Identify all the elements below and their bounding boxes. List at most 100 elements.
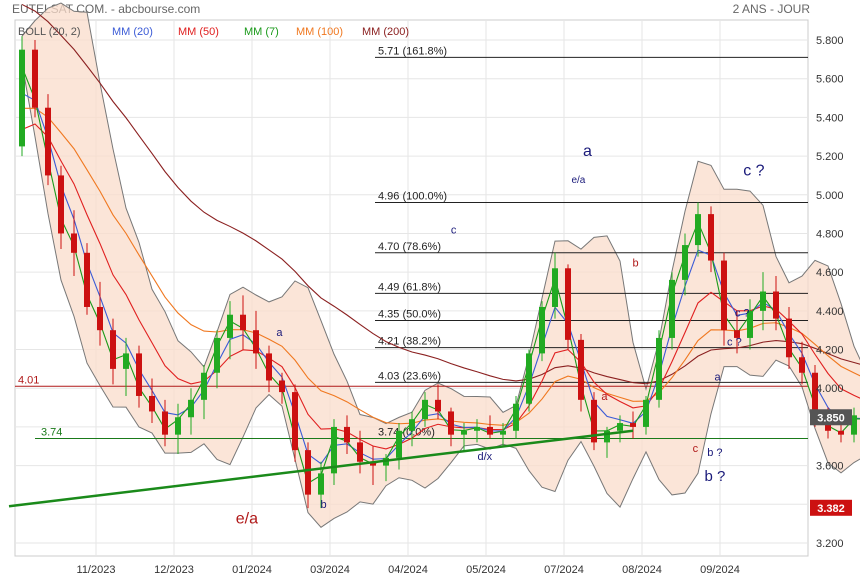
x-tick-label: 09/2024 bbox=[700, 564, 740, 576]
candle-body bbox=[708, 214, 714, 261]
candle-body bbox=[188, 399, 194, 418]
candle-body bbox=[136, 353, 142, 396]
candle-body bbox=[643, 399, 649, 427]
candle-body bbox=[604, 430, 610, 443]
candle-body bbox=[84, 252, 90, 307]
candle-body bbox=[630, 423, 636, 427]
wave-label: e/a bbox=[571, 175, 585, 186]
price-line-label: 4.01 bbox=[18, 374, 39, 386]
bollinger-band bbox=[21, 2, 860, 528]
candle-body bbox=[760, 291, 766, 311]
bollinger-fill bbox=[22, 3, 860, 528]
candle-body bbox=[344, 426, 350, 443]
y-tick-label: 4.600 bbox=[816, 267, 844, 279]
fib-level-label: 4.03 (23.6%) bbox=[378, 370, 441, 382]
candle-body bbox=[45, 107, 51, 176]
fib-level-label: 4.96 (100.0%) bbox=[378, 191, 447, 203]
candle-body bbox=[175, 417, 181, 435]
candle-body bbox=[539, 306, 545, 354]
candle-body bbox=[682, 245, 688, 280]
fib-level-label: 4.21 (38.2%) bbox=[378, 336, 441, 348]
candle-body bbox=[396, 430, 402, 458]
wave-annotations: e/a a b c d/x a e/a b a c b ? b ? a c ? c ? c ? bbox=[236, 143, 765, 528]
current-price-value: 3.850 bbox=[817, 412, 845, 424]
candle-body bbox=[669, 279, 675, 338]
candle-body bbox=[500, 430, 506, 435]
candle-body bbox=[773, 291, 779, 319]
candle-body bbox=[279, 380, 285, 393]
wave-label: c ? bbox=[735, 308, 750, 320]
candle-body bbox=[461, 430, 467, 435]
candle-body bbox=[734, 330, 740, 338]
candle-body bbox=[201, 372, 207, 400]
y-tick-label: 4.800 bbox=[816, 228, 844, 240]
trendline bbox=[8, 429, 634, 508]
price-line-label: 3.74 bbox=[41, 427, 62, 439]
candle-body bbox=[578, 339, 584, 400]
axes: 5.800 5.600 5.400 5.200 5.000 4.800 4.600 4.400… bbox=[77, 35, 852, 576]
y-tick-label: 3.600 bbox=[816, 461, 844, 473]
wave-label: d/x bbox=[477, 451, 492, 463]
y-tick-label: 4.400 bbox=[816, 306, 844, 318]
y-tick-label: 4.200 bbox=[816, 345, 844, 357]
y-tick-label: 5.000 bbox=[816, 190, 844, 202]
candle-body bbox=[123, 353, 129, 369]
candle-body bbox=[448, 411, 454, 435]
legend: BOLL (20, 2) MM (20) MM (50) MM (7) MM (100)… bbox=[18, 26, 409, 38]
wave-label: b ? bbox=[704, 468, 725, 485]
candle-body bbox=[591, 399, 597, 443]
candle-body bbox=[838, 430, 844, 435]
candle-body bbox=[266, 353, 272, 381]
x-tick-label: 05/2024 bbox=[466, 564, 506, 576]
x-tick-label: 08/2024 bbox=[622, 564, 662, 576]
legend-item: BOLL (20, 2) bbox=[18, 26, 81, 38]
x-tick-label: 11/2023 bbox=[77, 564, 116, 576]
y-tick-label: 5.800 bbox=[816, 35, 844, 47]
candle-body bbox=[786, 318, 792, 358]
current-price-badge bbox=[810, 409, 852, 426]
legend-item: MM (20) bbox=[112, 26, 153, 38]
bollinger-upper bbox=[21, 2, 860, 425]
low-price-value: 3.382 bbox=[817, 503, 845, 515]
candle-body bbox=[695, 214, 701, 246]
candle-body bbox=[331, 426, 337, 474]
candle-body bbox=[214, 337, 220, 373]
wave-label: a bbox=[714, 371, 721, 383]
candle-body bbox=[318, 473, 324, 495]
candle-body bbox=[799, 357, 805, 373]
period-label[interactable]: 2 ANS - JOUR bbox=[732, 2, 810, 16]
candle-body bbox=[32, 49, 38, 108]
candle-body bbox=[851, 415, 857, 435]
candle-body bbox=[474, 426, 480, 431]
candle-body bbox=[565, 268, 571, 340]
y-tick-label: 4.000 bbox=[816, 383, 844, 395]
x-tick-label: 03/2024 bbox=[310, 564, 350, 576]
x-tick-label: 04/2024 bbox=[388, 564, 428, 576]
candle-body bbox=[97, 306, 103, 331]
fibonacci-levels: 5.71 (161.8%) 4.96 (100.0%) 4.70 (78.6%) 4.… bbox=[15, 45, 808, 440]
candle-body bbox=[149, 395, 155, 412]
candle-body bbox=[513, 403, 519, 431]
wave-label: c ? bbox=[743, 162, 764, 179]
candle-body bbox=[19, 49, 25, 147]
candle-body bbox=[617, 423, 623, 431]
wave-label: b ? bbox=[707, 447, 722, 459]
candle-body bbox=[721, 260, 727, 331]
candle-body bbox=[110, 330, 116, 369]
fib-level-label: 4.49 (61.8%) bbox=[378, 281, 441, 293]
x-tick-label: 07/2024 bbox=[544, 564, 584, 576]
candle-body bbox=[58, 175, 64, 234]
wave-label: b bbox=[633, 257, 639, 269]
candle-body bbox=[487, 426, 493, 435]
candle-body bbox=[240, 314, 246, 331]
legend-item: MM (200) bbox=[362, 26, 409, 38]
wave-label: c bbox=[451, 224, 457, 236]
fib-level-label: 4.70 (78.6%) bbox=[378, 241, 441, 253]
candle-body bbox=[435, 399, 441, 412]
candle-body bbox=[370, 461, 376, 466]
candle-body bbox=[305, 450, 311, 495]
wave-label: b bbox=[321, 499, 327, 511]
support-trendline bbox=[8, 429, 634, 508]
y-tick-label: 5.400 bbox=[816, 112, 844, 124]
